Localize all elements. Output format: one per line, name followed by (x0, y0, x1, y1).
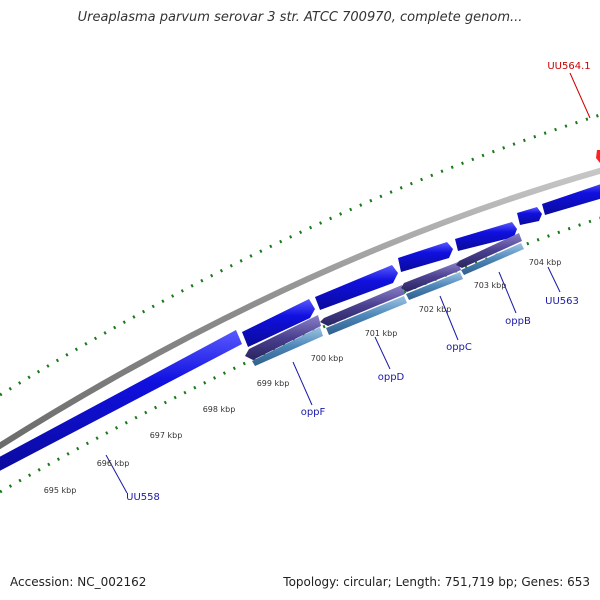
leader-line (105, 454, 128, 494)
genome-summary-text: Topology: circular; Length: 751,719 bp; … (283, 575, 590, 589)
gene-labels: UU558 oppF oppD oppC oppB UU563 UU564.1 (126, 61, 591, 503)
reverse-gene[interactable] (320, 285, 405, 326)
gene-label[interactable]: oppC (446, 342, 472, 353)
gene-label[interactable]: oppB (505, 316, 531, 327)
reverse-gene[interactable] (461, 243, 524, 275)
outer-tick-ring (0, 113, 600, 397)
tick-label: 703 kbp (474, 281, 507, 290)
tick-label: 699 kbp (257, 379, 290, 388)
rna-gene-marker[interactable] (596, 150, 600, 163)
leader-line (498, 271, 517, 314)
leader-line (374, 336, 391, 370)
map-title: Ureaplasma parvum serovar 3 str. ATCC 70… (77, 10, 523, 25)
tick-label: 700 kbp (311, 354, 344, 363)
reverse-gene[interactable] (406, 272, 463, 300)
genome-backbone (0, 167, 600, 450)
tick-label: 697 kbp (150, 431, 183, 440)
tick-label: 696 kbp (97, 459, 130, 468)
forward-gene[interactable] (455, 222, 517, 251)
tick-label: 701 kbp (365, 329, 398, 338)
tick-labels: 695 kbp 696 kbp 697 kbp 698 kbp 699 kbp … (44, 258, 562, 495)
label-leaders (105, 72, 591, 494)
reverse-gene[interactable] (252, 327, 323, 366)
tick-label: 698 kbp (203, 405, 236, 414)
tick-label: 695 kbp (44, 486, 77, 495)
accession-text: Accession: NC_002162 (10, 575, 147, 589)
gene-label[interactable]: oppF (301, 407, 326, 418)
forward-gene[interactable] (315, 265, 398, 310)
gene-label[interactable]: oppD (378, 372, 405, 383)
leader-line (547, 266, 561, 293)
forward-gene[interactable] (242, 299, 315, 347)
reverse-gene[interactable] (401, 262, 461, 292)
forward-strand-genes (0, 181, 600, 476)
leader-line (292, 361, 313, 406)
reverse-gene[interactable] (245, 315, 321, 360)
gene-label[interactable]: UU563 (545, 296, 579, 307)
forward-gene[interactable] (517, 207, 542, 225)
leader-line (439, 295, 459, 341)
forward-gene[interactable] (542, 181, 600, 215)
forward-gene[interactable] (0, 330, 242, 476)
inner-tick-ring (0, 216, 600, 494)
leader-line (569, 72, 591, 119)
reverse-gene[interactable] (326, 296, 407, 335)
reverse-gene[interactable] (456, 233, 522, 268)
tick-label: 702 kbp (419, 305, 452, 314)
gene-label[interactable]: UU558 (126, 492, 160, 503)
gene-label[interactable]: UU564.1 (547, 61, 590, 72)
tick-label: 704 kbp (529, 258, 562, 267)
forward-gene[interactable] (398, 242, 453, 272)
reverse-strand-genes (245, 233, 524, 366)
